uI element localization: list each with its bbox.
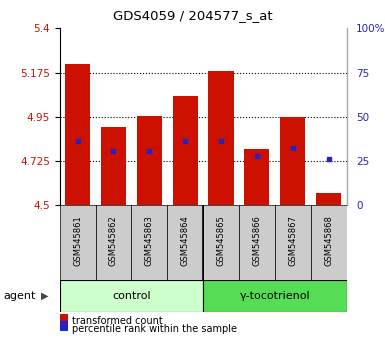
Text: percentile rank within the sample: percentile rank within the sample [72, 324, 237, 333]
Bar [311, 205, 346, 280]
Text: ▶: ▶ [40, 291, 48, 301]
Text: γ-tocotrienol: γ-tocotrienol [239, 291, 310, 301]
Text: GSM545864: GSM545864 [181, 216, 190, 266]
Text: GSM545863: GSM545863 [145, 216, 154, 267]
Bar [131, 205, 167, 280]
Text: agent: agent [4, 291, 36, 301]
Text: GSM545861: GSM545861 [73, 216, 82, 266]
Bar [101, 127, 126, 205]
Bar [203, 205, 239, 280]
Bar [60, 280, 203, 312]
Bar [95, 205, 131, 280]
Text: GDS4059 / 204577_s_at: GDS4059 / 204577_s_at [113, 9, 272, 22]
Bar [137, 116, 162, 205]
Bar [208, 70, 234, 205]
Text: GSM545865: GSM545865 [216, 216, 226, 266]
Bar [203, 280, 346, 312]
Bar [60, 205, 95, 280]
Bar [275, 205, 311, 280]
Bar [167, 205, 203, 280]
Bar [65, 64, 90, 205]
Bar [239, 205, 275, 280]
Bar [280, 117, 305, 205]
Text: control: control [112, 291, 151, 301]
Text: GSM545868: GSM545868 [324, 216, 333, 267]
Text: GSM545867: GSM545867 [288, 216, 297, 267]
Bar [244, 149, 270, 205]
Text: transformed count: transformed count [72, 316, 163, 326]
Bar [172, 96, 198, 205]
Text: GSM545866: GSM545866 [252, 216, 261, 267]
Text: GSM545862: GSM545862 [109, 216, 118, 266]
Bar [316, 193, 341, 205]
